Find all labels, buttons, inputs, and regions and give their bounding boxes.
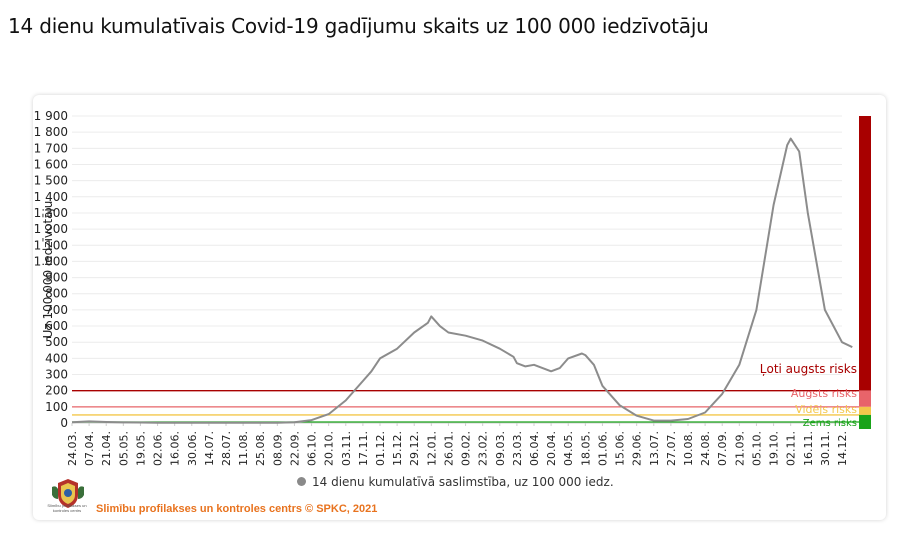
x-tick-label: 08.09. <box>271 431 284 466</box>
y-tick-label: 1 500 <box>34 174 68 188</box>
source-credit: Slimību profilakses un kontroles centrs … <box>96 503 378 515</box>
y-tick-label: 1 600 <box>34 157 68 171</box>
x-tick-label: 26.01. <box>442 431 455 466</box>
y-tick-label: 1 100 <box>34 238 68 252</box>
x-tick-label: 28.07. <box>220 431 233 466</box>
y-tick-label: 1 900 <box>34 109 68 123</box>
x-tick-label: 30.11. <box>819 431 832 466</box>
x-tick-label: 14.12. <box>836 431 849 466</box>
risk-label: Augsts risks <box>791 387 857 400</box>
chart-card: 0 100 200 300 400 500 600 700 800 900 1 000 1 100 1 … <box>33 95 886 520</box>
legend-label: 14 dienu kumulatīvā saslimstība, uz 100 … <box>312 475 614 489</box>
x-tick-label: 02.06. <box>152 431 165 466</box>
x-tick-label: 14.07. <box>203 431 216 466</box>
x-tick-label: 20.04. <box>545 431 558 466</box>
x-tick-label: 04.05. <box>562 431 575 466</box>
risk-label: Ļoti augsts risks <box>760 362 857 376</box>
y-tick-label: 800 <box>45 287 68 301</box>
y-tick-label: 900 <box>45 271 68 285</box>
x-tick-label: 07.09. <box>716 431 729 466</box>
risk-band <box>859 406 871 415</box>
y-tick-label: 100 <box>45 400 68 414</box>
x-tick-label: 21.09. <box>733 431 746 466</box>
y-tick-label: 1 300 <box>34 206 68 220</box>
x-tick-label: 03.11. <box>340 431 353 466</box>
x-tick-label: 07.04. <box>83 431 96 466</box>
x-tick-label: 23.03. <box>511 431 524 466</box>
x-tick-label: 17.11. <box>357 431 370 466</box>
legend[interactable]: 14 dienu kumulatīvā saslimstība, uz 100 … <box>297 475 614 489</box>
y-tick-label: 500 <box>45 335 68 349</box>
x-tick-label: 24.08. <box>699 431 712 466</box>
risk-label: Vidējs risks <box>795 403 857 416</box>
y-tick-label: 200 <box>45 384 68 398</box>
x-tick-label: 13.07. <box>648 431 661 466</box>
x-tick-label: 20.10. <box>323 431 336 466</box>
x-tick-label: 15.12. <box>391 431 404 466</box>
x-tick-label: 18.05. <box>579 431 592 466</box>
x-tick-label: 22.09. <box>288 431 301 466</box>
risk-band <box>859 116 871 391</box>
x-tick-label: 23.02. <box>477 431 490 466</box>
y-tick-label: 1 700 <box>34 141 68 155</box>
y-tick-label: 1 200 <box>34 222 68 236</box>
x-tick-label: 05.10. <box>750 431 763 466</box>
line-chart: 0 100 200 300 400 500 600 700 800 900 1 000 1 100 1 … <box>34 109 871 466</box>
x-tick-label: 05.05. <box>117 431 130 466</box>
y-tick-label: 1 400 <box>34 190 68 204</box>
y-tick-label: 600 <box>45 319 68 333</box>
x-tick-label: 27.07. <box>665 431 678 466</box>
y-tick-label: 700 <box>45 303 68 317</box>
x-tick-label: 16.11. <box>802 431 815 466</box>
risk-band <box>859 414 871 429</box>
x-tick-label: 02.11. <box>785 431 798 466</box>
y-axis-title: Uz 100 000 iedzīvotāju <box>41 201 55 339</box>
x-tick-label: 12.01. <box>425 431 438 466</box>
x-tick-label: 09.03. <box>494 431 507 466</box>
legend-marker <box>297 477 306 486</box>
y-tick-label: 0 <box>60 416 68 430</box>
x-tick-label: 11.08. <box>237 431 250 466</box>
y-tick-label: 400 <box>45 351 68 365</box>
x-tick-label: 25.08. <box>254 431 267 466</box>
x-tick-label: 06.10. <box>306 431 319 466</box>
logo-caption: Slimību profilakses un kontroles centrs <box>47 503 87 513</box>
x-tick-label: 10.08. <box>682 431 695 466</box>
y-tick-label: 1 800 <box>34 125 68 139</box>
x-tick-label: 01.06. <box>596 431 609 466</box>
y-tick-label: 1 000 <box>34 254 68 268</box>
x-tick-label: 21.04. <box>100 431 113 466</box>
x-tick-label: 06.04. <box>528 431 541 466</box>
risk-label: Zems risks <box>803 418 857 429</box>
x-tick-label: 16.06. <box>169 431 182 466</box>
page-title: 14 dienu kumulatīvais Covid-19 gadījumu … <box>8 14 709 38</box>
x-tick-label: 29.06. <box>631 431 644 466</box>
risk-band <box>859 390 871 407</box>
x-tick-label: 24.03. <box>66 431 79 466</box>
y-tick-label: 300 <box>45 368 68 382</box>
x-tick-label: 19.10. <box>768 431 781 466</box>
x-tick-label: 09.02. <box>460 431 473 466</box>
coat-of-arms-logo <box>52 479 84 508</box>
x-tick-label: 01.12. <box>374 431 387 466</box>
series-line <box>71 137 853 424</box>
x-tick-label: 30.06. <box>186 431 199 466</box>
x-tick-label: 19.05. <box>134 431 147 466</box>
x-tick-label: 15.06. <box>614 431 627 466</box>
x-tick-label: 29.12. <box>408 431 421 466</box>
